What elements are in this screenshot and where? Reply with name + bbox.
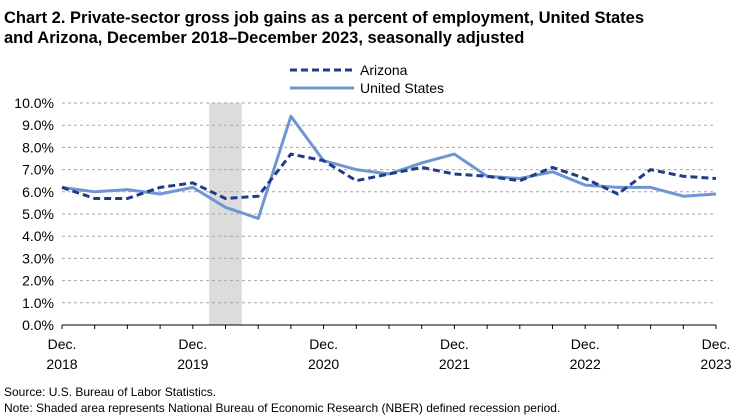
y-tick-label: 10.0% bbox=[14, 95, 54, 111]
y-tick-label: 8.0% bbox=[22, 139, 54, 155]
legend-label: United States bbox=[360, 80, 444, 96]
y-tick-label: 1.0% bbox=[22, 295, 54, 311]
x-tick-label: 2023 bbox=[700, 356, 731, 372]
y-tick-label: 6.0% bbox=[22, 184, 54, 200]
y-tick-label: 3.0% bbox=[22, 250, 54, 266]
chart-title-line-1: Chart 2. Private-sector gross job gains … bbox=[4, 9, 645, 27]
x-tick-label: 2022 bbox=[570, 356, 601, 372]
chart-title-line-2: and Arizona, December 2018–December 2023… bbox=[4, 29, 525, 47]
legend-label: Arizona bbox=[360, 62, 408, 78]
y-tick-label: 9.0% bbox=[22, 117, 54, 133]
y-tick-label: 5.0% bbox=[22, 206, 54, 222]
x-tick-label: Dec. bbox=[309, 336, 338, 352]
y-tick-label: 2.0% bbox=[22, 273, 54, 289]
x-tick-label: 2018 bbox=[46, 356, 77, 372]
series-line-arizona bbox=[61, 152, 717, 200]
chart-title: Chart 2. Private-sector gross job gains … bbox=[4, 8, 744, 48]
series-line-united-states bbox=[61, 114, 717, 220]
x-tick-label: 2021 bbox=[439, 356, 470, 372]
source-note: Source: U.S. Bureau of Labor Statistics. bbox=[4, 385, 217, 399]
x-tick-label: Dec. bbox=[48, 336, 77, 352]
x-tick-label: Dec. bbox=[702, 336, 731, 352]
recession-note: Note: Shaded area represents National Bu… bbox=[4, 401, 561, 415]
y-tick-label: 4.0% bbox=[22, 228, 54, 244]
x-tick-label: Dec. bbox=[178, 336, 207, 352]
x-tick-label: Dec. bbox=[440, 336, 469, 352]
y-tick-label: 7.0% bbox=[22, 162, 54, 178]
x-tick-label: Dec. bbox=[571, 336, 600, 352]
y-tick-label: 0.0% bbox=[22, 317, 54, 333]
x-tick-label: 2019 bbox=[177, 356, 208, 372]
x-tick-label: 2020 bbox=[308, 356, 339, 372]
